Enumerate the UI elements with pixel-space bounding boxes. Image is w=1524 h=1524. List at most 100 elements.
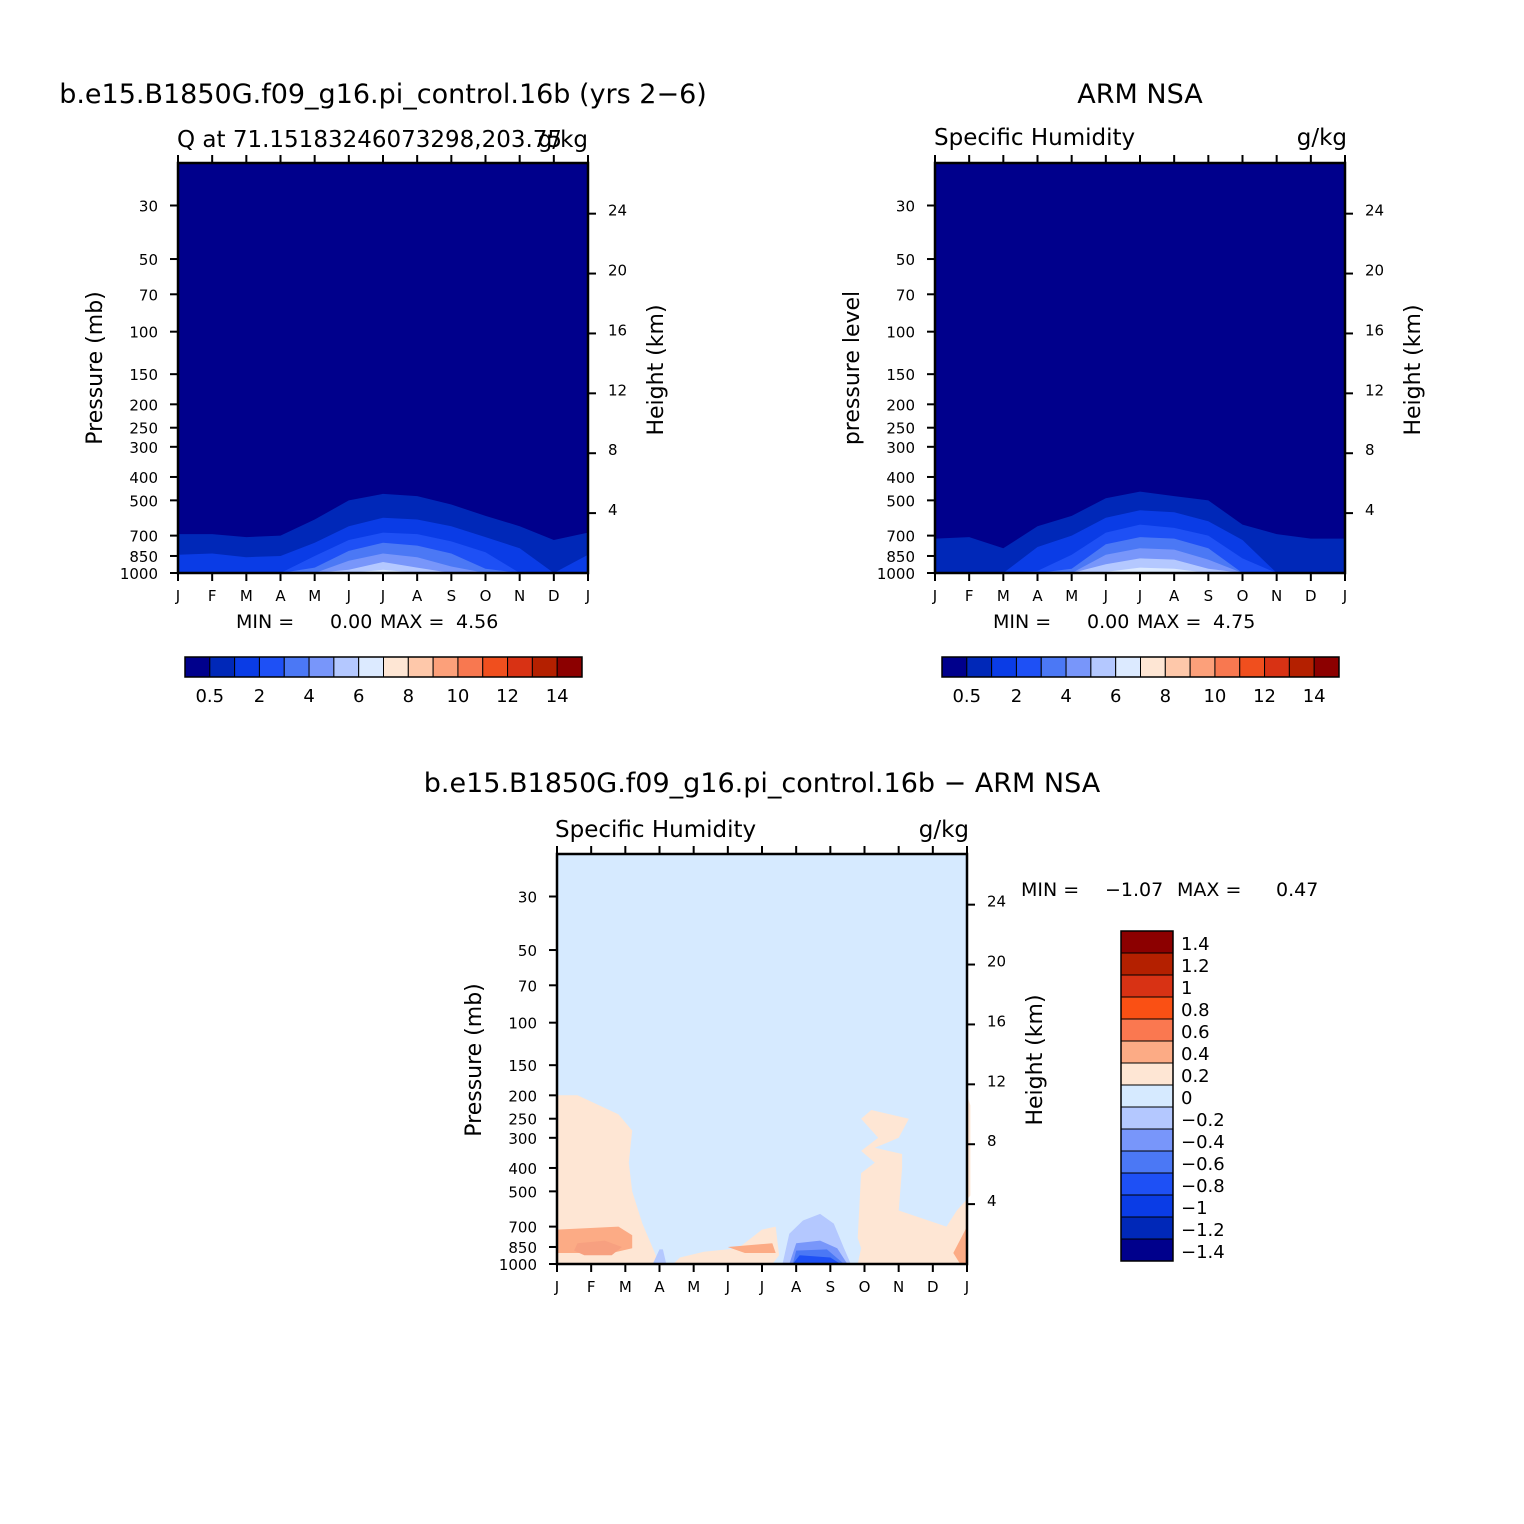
colorbar-swatch — [1120, 1150, 1174, 1174]
x-tick-label: J — [1103, 587, 1108, 605]
x-tick-label: D — [548, 587, 560, 605]
contour-band-negative — [792, 1255, 841, 1264]
colorbar-swatch — [1164, 656, 1191, 678]
y-tick-right-label: 4 — [987, 1192, 997, 1210]
y-tick-right-label: 20 — [608, 262, 627, 280]
colorbar-swatch — [1140, 656, 1166, 678]
x-tick-label: F — [587, 1278, 596, 1296]
contour-band-positive — [857, 1095, 971, 1264]
y-tick-label: 50 — [518, 942, 537, 960]
y-tick-right-label: 24 — [1365, 202, 1384, 220]
y-tick-label: 30 — [896, 197, 915, 215]
panel-right-subtitle: g/kg — [538, 127, 588, 153]
y-tick-right-label: 24 — [987, 893, 1006, 911]
x-tick-label: J — [1137, 587, 1142, 605]
y-tick-label: 70 — [896, 286, 915, 304]
y-tick-right-label: 4 — [608, 501, 618, 519]
panel-right-subtitle: g/kg — [1297, 125, 1347, 151]
colorbar-tick-label: 10 — [446, 686, 469, 707]
contour-band — [935, 567, 1345, 573]
min-value: −1.07 — [1105, 879, 1163, 901]
x-tick-label: O — [1237, 587, 1249, 605]
colorbar-swatch — [432, 656, 459, 678]
x-tick-label: J — [759, 1278, 764, 1296]
y-tick-label: 50 — [896, 251, 915, 269]
x-tick-label: O — [480, 587, 492, 605]
max-value: 0.47 — [1276, 879, 1318, 901]
y-tick-label: 850 — [886, 548, 915, 566]
max-label: MAX = — [1177, 879, 1241, 901]
colorbar-swatch — [308, 656, 335, 678]
y-tick-label: 400 — [508, 1160, 537, 1178]
colorbar-tick-label: 4 — [303, 686, 314, 707]
colorbar-swatch — [407, 656, 434, 678]
y-tick-label: 70 — [139, 286, 158, 304]
colorbar-tick-label: 8 — [1160, 686, 1171, 707]
y-tick-label: 100 — [129, 324, 158, 342]
colorbar-tick-label: 0.5 — [952, 686, 981, 707]
colorbar-swatch — [358, 656, 384, 678]
colorbar-tick-label: 10 — [1203, 686, 1226, 707]
y-tick-label: 400 — [129, 469, 158, 487]
colorbar: 1.41.210.80.60.40.20−0.2−0.4−0.6−0.8−1−1… — [1120, 930, 1225, 1263]
colorbar-tick-label: 0.2 — [1181, 1066, 1210, 1087]
colorbar-swatch — [383, 656, 409, 678]
colorbar-swatch — [1015, 656, 1042, 678]
contour-band-positive — [727, 1243, 776, 1253]
colorbar-tick-label: 6 — [1110, 686, 1121, 707]
x-tick-label: A — [1169, 587, 1180, 605]
min-value: 0.00 — [1087, 611, 1129, 633]
colorbar-tick-label: −1.4 — [1181, 1242, 1225, 1263]
colorbar-swatch — [1239, 656, 1266, 678]
colorbar-tick-label: 14 — [546, 686, 569, 707]
colorbar-swatch — [1189, 656, 1216, 678]
panel-left-subtitle: Specific Humidity — [934, 125, 1135, 151]
y-tick-right-label: 16 — [987, 1012, 1006, 1030]
y-tick-right-label: 4 — [1365, 501, 1375, 519]
x-tick-label: J — [932, 587, 937, 605]
colorbar-swatch — [482, 656, 509, 678]
colorbar-frame — [1120, 930, 1174, 1262]
colorbar-swatch — [1120, 1238, 1174, 1262]
colorbar-swatch — [1120, 1018, 1174, 1042]
contour-band-negative — [652, 1249, 667, 1264]
panel-left-subtitle: Q at 71.15183246073298,203.75 — [177, 127, 562, 153]
colorbar-tick-label: 12 — [496, 686, 519, 707]
panel-right-subtitle: g/kg — [919, 817, 969, 843]
y-tick-right-label: 16 — [608, 321, 627, 339]
x-tick-label: J — [585, 587, 590, 605]
contour-band-positive — [574, 1240, 622, 1256]
panel-difference: b.e15.B1850G.f09_g16.pi_control.16b − AR… — [424, 768, 1319, 1296]
x-tick-label: F — [965, 587, 974, 605]
x-tick-label: S — [447, 587, 457, 605]
y-axis-label: pressure level — [840, 291, 865, 445]
max-label: MAX = — [380, 611, 444, 633]
colorbar-swatch — [258, 656, 285, 678]
colorbar-swatch — [333, 656, 360, 678]
y-tick-label: 250 — [508, 1111, 537, 1129]
y-axis-right-label: Height (km) — [1023, 994, 1048, 1125]
y-tick-right-label: 20 — [1365, 262, 1384, 280]
colorbar-tick-label: −0.8 — [1181, 1176, 1225, 1197]
y-tick-label: 850 — [508, 1239, 537, 1257]
y-axis-right-label: Height (km) — [1401, 304, 1426, 435]
colorbar-swatch — [1120, 952, 1174, 976]
y-tick-label: 150 — [508, 1057, 537, 1075]
x-tick-label: J — [175, 587, 180, 605]
colorbar-tick-label: 0.4 — [1181, 1044, 1210, 1065]
contour-band — [935, 558, 1345, 573]
colorbar-swatch — [1264, 656, 1290, 678]
x-tick-label: M — [687, 1278, 700, 1296]
colorbar-swatch — [1120, 996, 1174, 1020]
max-label: MAX = — [1137, 611, 1201, 633]
x-tick-label: M — [997, 587, 1010, 605]
contour-band — [178, 562, 588, 573]
y-tick-label: 700 — [508, 1219, 537, 1237]
colorbar-swatch — [1115, 656, 1141, 678]
panel-model: b.e15.B1850G.f09_g16.pi_control.16b (yrs… — [59, 79, 707, 707]
y-tick-label: 200 — [508, 1087, 537, 1105]
max-value: 4.56 — [456, 611, 498, 633]
colorbar-swatch — [1040, 656, 1067, 678]
y-tick-label: 200 — [886, 396, 915, 414]
